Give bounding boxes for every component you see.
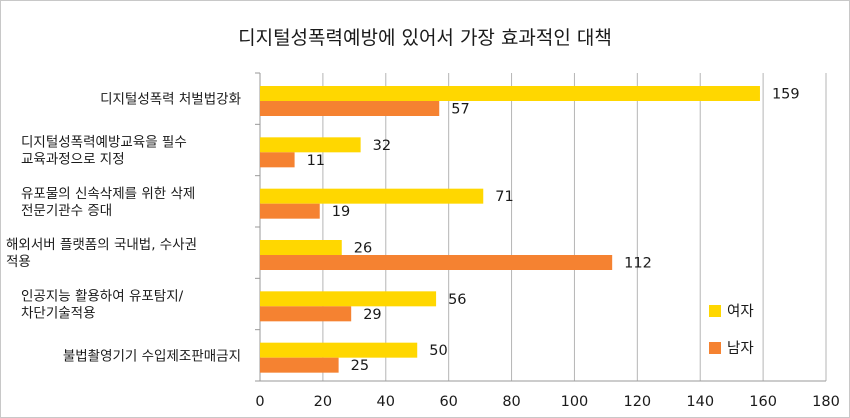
chart-title: 디지털성폭력예방에 있어서 가장 효과적인 대책: [238, 27, 612, 49]
bar-female: [260, 240, 342, 255]
x-tick-label: 160: [749, 394, 777, 410]
category-label: 적용: [6, 254, 31, 270]
data-label: 25: [351, 358, 369, 374]
category-label: 디지털성폭력 처벌법강화: [100, 92, 241, 108]
x-tick-label: 140: [686, 394, 714, 410]
data-label: 56: [448, 292, 466, 308]
gridlines: [255, 72, 827, 382]
data-label: 32: [373, 138, 391, 154]
category-label: 인공지능 활용하여 유포탐지/: [21, 289, 184, 305]
data-label: 112: [624, 256, 652, 272]
x-tick-label: 0: [255, 394, 264, 410]
bar-male: [260, 152, 295, 168]
data-label: 50: [429, 343, 447, 359]
category-label: 해외서버 플랫폼의 국내법, 수사권: [6, 237, 197, 253]
data-label: 71: [495, 189, 513, 205]
data-labels: 159 57 32 11 71 19 26 112 56 29 50 25: [307, 87, 800, 375]
bar-female: [260, 137, 361, 153]
category-label: 디지털성폭력예방교육을 필수: [21, 135, 187, 151]
bar-male: [260, 306, 352, 322]
x-tick-label: 100: [561, 394, 589, 410]
category-label: 차단기술적용: [21, 306, 96, 322]
x-tick-label: 40: [377, 394, 395, 410]
data-label: 11: [307, 153, 325, 169]
bar-female: [260, 342, 418, 358]
x-tick-label: 60: [439, 394, 457, 410]
category-label: 교육과정으로 지정: [21, 152, 125, 168]
category-label: 전문기관수 증대: [21, 203, 112, 219]
bars: [260, 86, 760, 373]
data-label: 29: [363, 307, 381, 323]
x-tick-label: 80: [502, 394, 520, 410]
bar-male: [260, 203, 320, 219]
legend-swatch-female: [709, 305, 721, 317]
data-label: 26: [354, 241, 372, 257]
legend-swatch-male: [709, 342, 721, 354]
data-label: 159: [772, 87, 800, 103]
bar-male: [260, 101, 440, 116]
bar-female: [260, 86, 760, 101]
bar-male: [260, 255, 613, 270]
category-label: 유포물의 신속삭제를 위한 삭제: [21, 186, 195, 202]
bar-male: [260, 357, 339, 373]
bar-female: [260, 291, 437, 307]
legend-label-female: 여자: [727, 303, 754, 320]
data-label: 57: [451, 102, 469, 118]
data-label: 19: [332, 204, 350, 220]
category-label: 불법촬영기기 수입제조판매금지: [63, 348, 241, 364]
x-tick-label: 180: [812, 394, 840, 410]
legend-label-male: 남자: [727, 340, 754, 357]
x-axis-ticks: 0 20 40 60 80 100 120 140 160 180: [255, 394, 839, 410]
x-tick-label: 20: [314, 394, 332, 410]
bar-female: [260, 188, 484, 204]
x-tick-label: 120: [623, 394, 651, 410]
